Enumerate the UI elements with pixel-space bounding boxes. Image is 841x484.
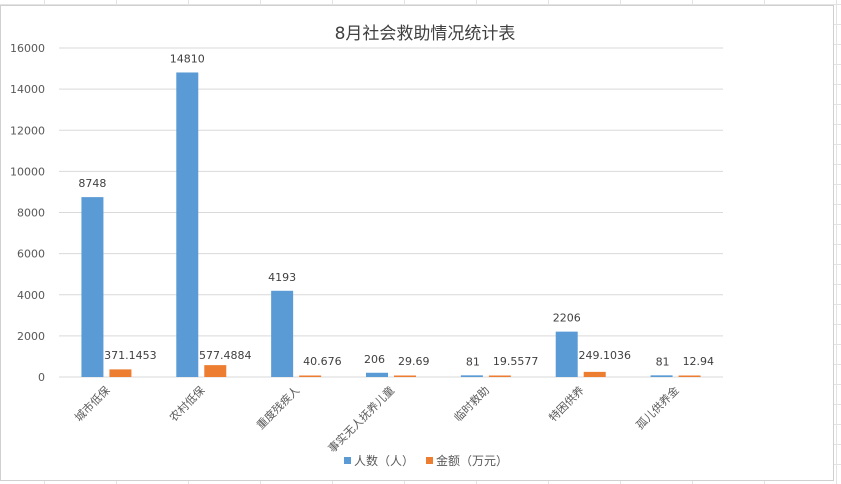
data-label-series-2: 12.94: [683, 355, 715, 368]
data-label-series-2: 577.4884: [199, 349, 252, 362]
bar-series-2[interactable]: [583, 371, 606, 377]
legend-label-series-2: 金额（万元）: [436, 453, 508, 468]
chart-title: 8月社会救助情况统计表: [335, 24, 516, 44]
y-tick-label: 14000: [10, 83, 45, 96]
data-label-series-1: 81: [656, 355, 670, 368]
y-tick-label: 4000: [17, 289, 45, 302]
bar-series-1[interactable]: [460, 375, 483, 377]
data-label-series-2: 40.676: [303, 355, 342, 368]
data-label-series-1: 81: [466, 355, 480, 368]
data-label-series-1: 8748: [78, 177, 106, 190]
legend-label-series-1: 人数（人）: [354, 453, 414, 468]
data-label-series-1: 2206: [553, 312, 581, 325]
legend-swatch-series-1: [344, 457, 351, 464]
x-tick-label: 临时救助: [451, 383, 492, 424]
data-label-series-2: 29.69: [398, 355, 430, 368]
chart-area[interactable]: 8月社会救助情况统计表 0 2000 4000 6000 8000 10000 12000 1…: [0, 5, 834, 481]
x-tick-label: 重度残疾人: [253, 383, 302, 432]
data-label-series-2: 19.5577: [493, 355, 539, 368]
y-axis: 0 2000 4000 6000 8000 10000 12000 14000 16000: [10, 42, 45, 384]
bar-series-1[interactable]: [555, 331, 578, 377]
bar-series-2[interactable]: [488, 375, 511, 378]
y-tick-label: 2000: [17, 330, 45, 343]
x-tick-label: 农村低保: [166, 383, 207, 424]
bar-series-1[interactable]: [271, 290, 294, 377]
bar-chart: 8月社会救助情况统计表 0 2000 4000 6000 8000 10000 12000 1…: [10, 24, 723, 468]
bar-series-2[interactable]: [678, 375, 701, 378]
data-label-series-1: 4193: [268, 271, 296, 284]
data-label-series-1: 14810: [170, 52, 205, 65]
y-tick-label: 8000: [17, 207, 45, 220]
bar-series-2[interactable]: [299, 375, 322, 378]
bar-series-1[interactable]: [366, 372, 388, 377]
bar-series-2[interactable]: [394, 375, 416, 378]
data-label-series-1: 206: [364, 353, 385, 366]
x-axis: 城市低保 农村低保 重度残疾人 事实无人抚养儿童 临时救助 特困供养 孤儿供养金: [72, 383, 682, 455]
bar-series-1[interactable]: [176, 72, 199, 378]
legend[interactable]: 人数（人） 金额（万元）: [344, 453, 508, 468]
bar-series-2[interactable]: [204, 365, 227, 377]
bar-series-2[interactable]: [109, 369, 132, 377]
data-label-series-2: 371.1453: [104, 349, 157, 362]
legend-swatch-series-2: [426, 457, 433, 464]
y-tick-label: 12000: [10, 124, 45, 137]
data-labels: 8748 371.1453 14810 577.4884 4193 40.676 206 29…: [78, 52, 714, 368]
bar-series-1[interactable]: [81, 197, 104, 377]
y-tick-label: 6000: [17, 248, 45, 261]
data-label-series-2: 249.1036: [578, 349, 631, 362]
x-tick-label: 孤儿供养金: [633, 383, 682, 432]
y-tick-label: 16000: [10, 42, 45, 55]
x-tick-label: 事实无人抚养儿童: [325, 383, 397, 455]
x-tick-label: 特困供养: [546, 383, 587, 424]
x-tick-label: 城市低保: [72, 383, 113, 424]
y-tick-label: 10000: [10, 165, 45, 178]
bars: [81, 72, 701, 378]
gridlines: [59, 47, 723, 378]
bar-series-1[interactable]: [650, 375, 673, 377]
y-tick-label: 0: [38, 371, 45, 384]
